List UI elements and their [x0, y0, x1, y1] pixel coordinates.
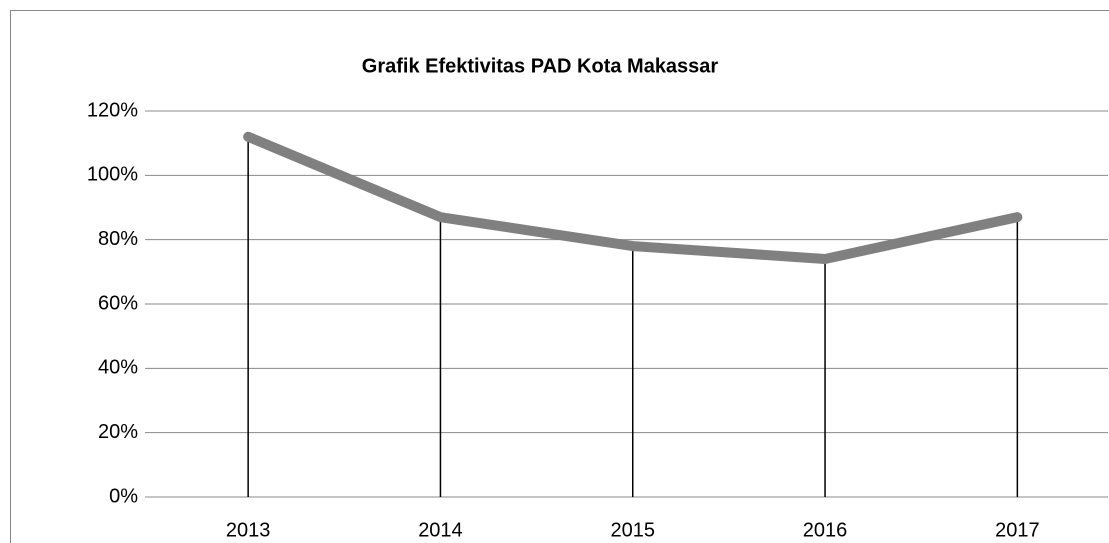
- y-tick-label: 60%: [98, 292, 138, 314]
- x-tick-label: 2014: [418, 519, 463, 541]
- x-tick-label: 2017: [995, 519, 1040, 541]
- y-tick-label: 20%: [98, 421, 138, 443]
- y-tick-label: 100%: [87, 164, 138, 186]
- y-tick-label: 80%: [98, 228, 138, 250]
- y-tick-label: 0%: [109, 485, 138, 507]
- chart-title: Grafik Efektivitas PAD Kota Makassar: [362, 55, 719, 77]
- y-tick-label: 40%: [98, 357, 138, 379]
- x-tick-label: 2015: [611, 519, 656, 541]
- series-line: [243, 131, 1023, 264]
- x-tick-label: 2013: [226, 519, 271, 541]
- y-tick-label: 120%: [87, 99, 138, 121]
- x-tick-label: 2016: [803, 519, 848, 541]
- chart-border: [10, 10, 1109, 543]
